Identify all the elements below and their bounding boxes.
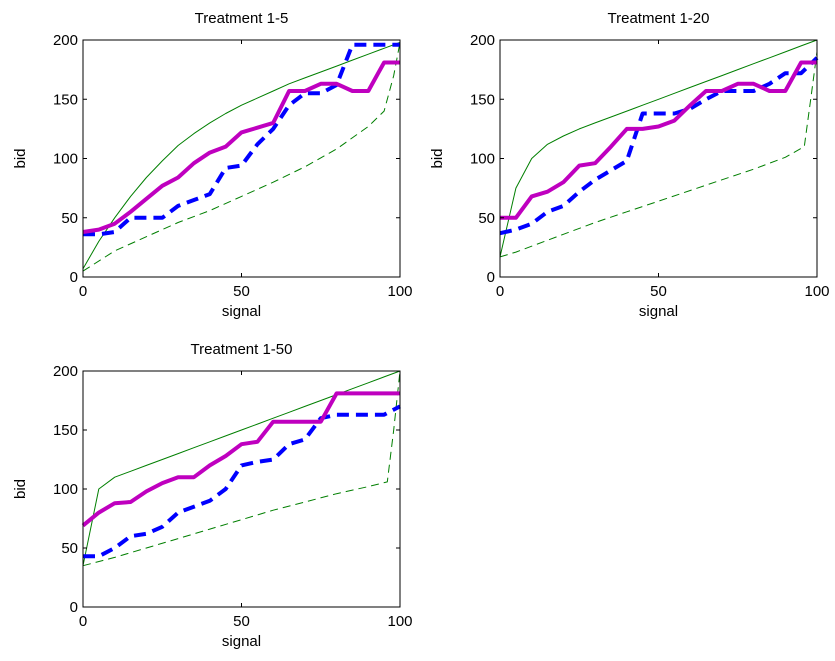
y-tick-label: 150 (53, 422, 78, 439)
series-line-3 (83, 404, 401, 559)
y-axis-label: bid (12, 148, 29, 168)
series-line-1 (82, 370, 401, 566)
series-line-1 (82, 41, 401, 269)
x-tick-label: 100 (387, 283, 412, 300)
series-line-3 (83, 42, 400, 237)
y-tick-label: 50 (61, 210, 78, 227)
x-tick-label: 0 (496, 283, 504, 300)
x-tick-label: 0 (79, 283, 87, 300)
series-line-4 (82, 60, 400, 234)
series-line-2 (499, 51, 818, 258)
plot-area-frame (499, 39, 818, 278)
series-line-4 (500, 60, 817, 220)
x-tick-label: 50 (650, 283, 667, 300)
y-tick-label: 100 (53, 151, 78, 168)
x-tick-label: 100 (804, 283, 829, 300)
y-axis-label: bid (429, 148, 446, 168)
series-line-1 (499, 39, 818, 258)
plot-area-frame (82, 370, 401, 608)
plot-area-frame (82, 39, 401, 278)
y-tick-label: 0 (70, 269, 78, 286)
chart-title: Treatment 1-50 (191, 341, 293, 358)
x-axis-label: signal (222, 303, 261, 320)
y-tick-label: 150 (53, 91, 78, 108)
series-line-3 (499, 56, 819, 236)
chart-title: Treatment 1-20 (608, 10, 710, 27)
x-axis-label: signal (222, 633, 261, 650)
y-tick-label: 100 (53, 481, 78, 498)
x-tick-label: 50 (233, 613, 250, 630)
x-tick-label: 50 (233, 283, 250, 300)
y-axis-label: bid (12, 479, 29, 499)
series-line-4 (81, 391, 400, 528)
x-tick-label: 100 (387, 613, 412, 630)
y-tick-label: 200 (470, 32, 495, 49)
y-tick-label: 200 (53, 363, 78, 380)
y-tick-label: 50 (61, 540, 78, 557)
x-axis-label: signal (639, 303, 678, 320)
y-tick-label: 200 (53, 32, 78, 49)
chart-panel-1: 0 50 100 0 50 100 150 200 Treatment 1-5 signal bid (12, 10, 413, 320)
y-tick-label: 150 (470, 91, 495, 108)
y-tick-label: 0 (70, 599, 78, 616)
chart-title: Treatment 1-5 (195, 10, 289, 27)
y-tick-label: 100 (470, 151, 495, 168)
series-line-2 (82, 370, 401, 567)
y-tick-label: 0 (487, 269, 495, 286)
series-line-2 (82, 42, 401, 272)
y-tick-label: 50 (478, 210, 495, 227)
chart-panel-2: 0 50 100 0 50 100 150 200 Treatment 1-20 signal bi… (429, 10, 830, 320)
x-tick-label: 0 (79, 613, 87, 630)
chart-panel-3: 0 50 100 0 50 100 150 200 Treatment 1-50 signal bi… (12, 341, 413, 650)
